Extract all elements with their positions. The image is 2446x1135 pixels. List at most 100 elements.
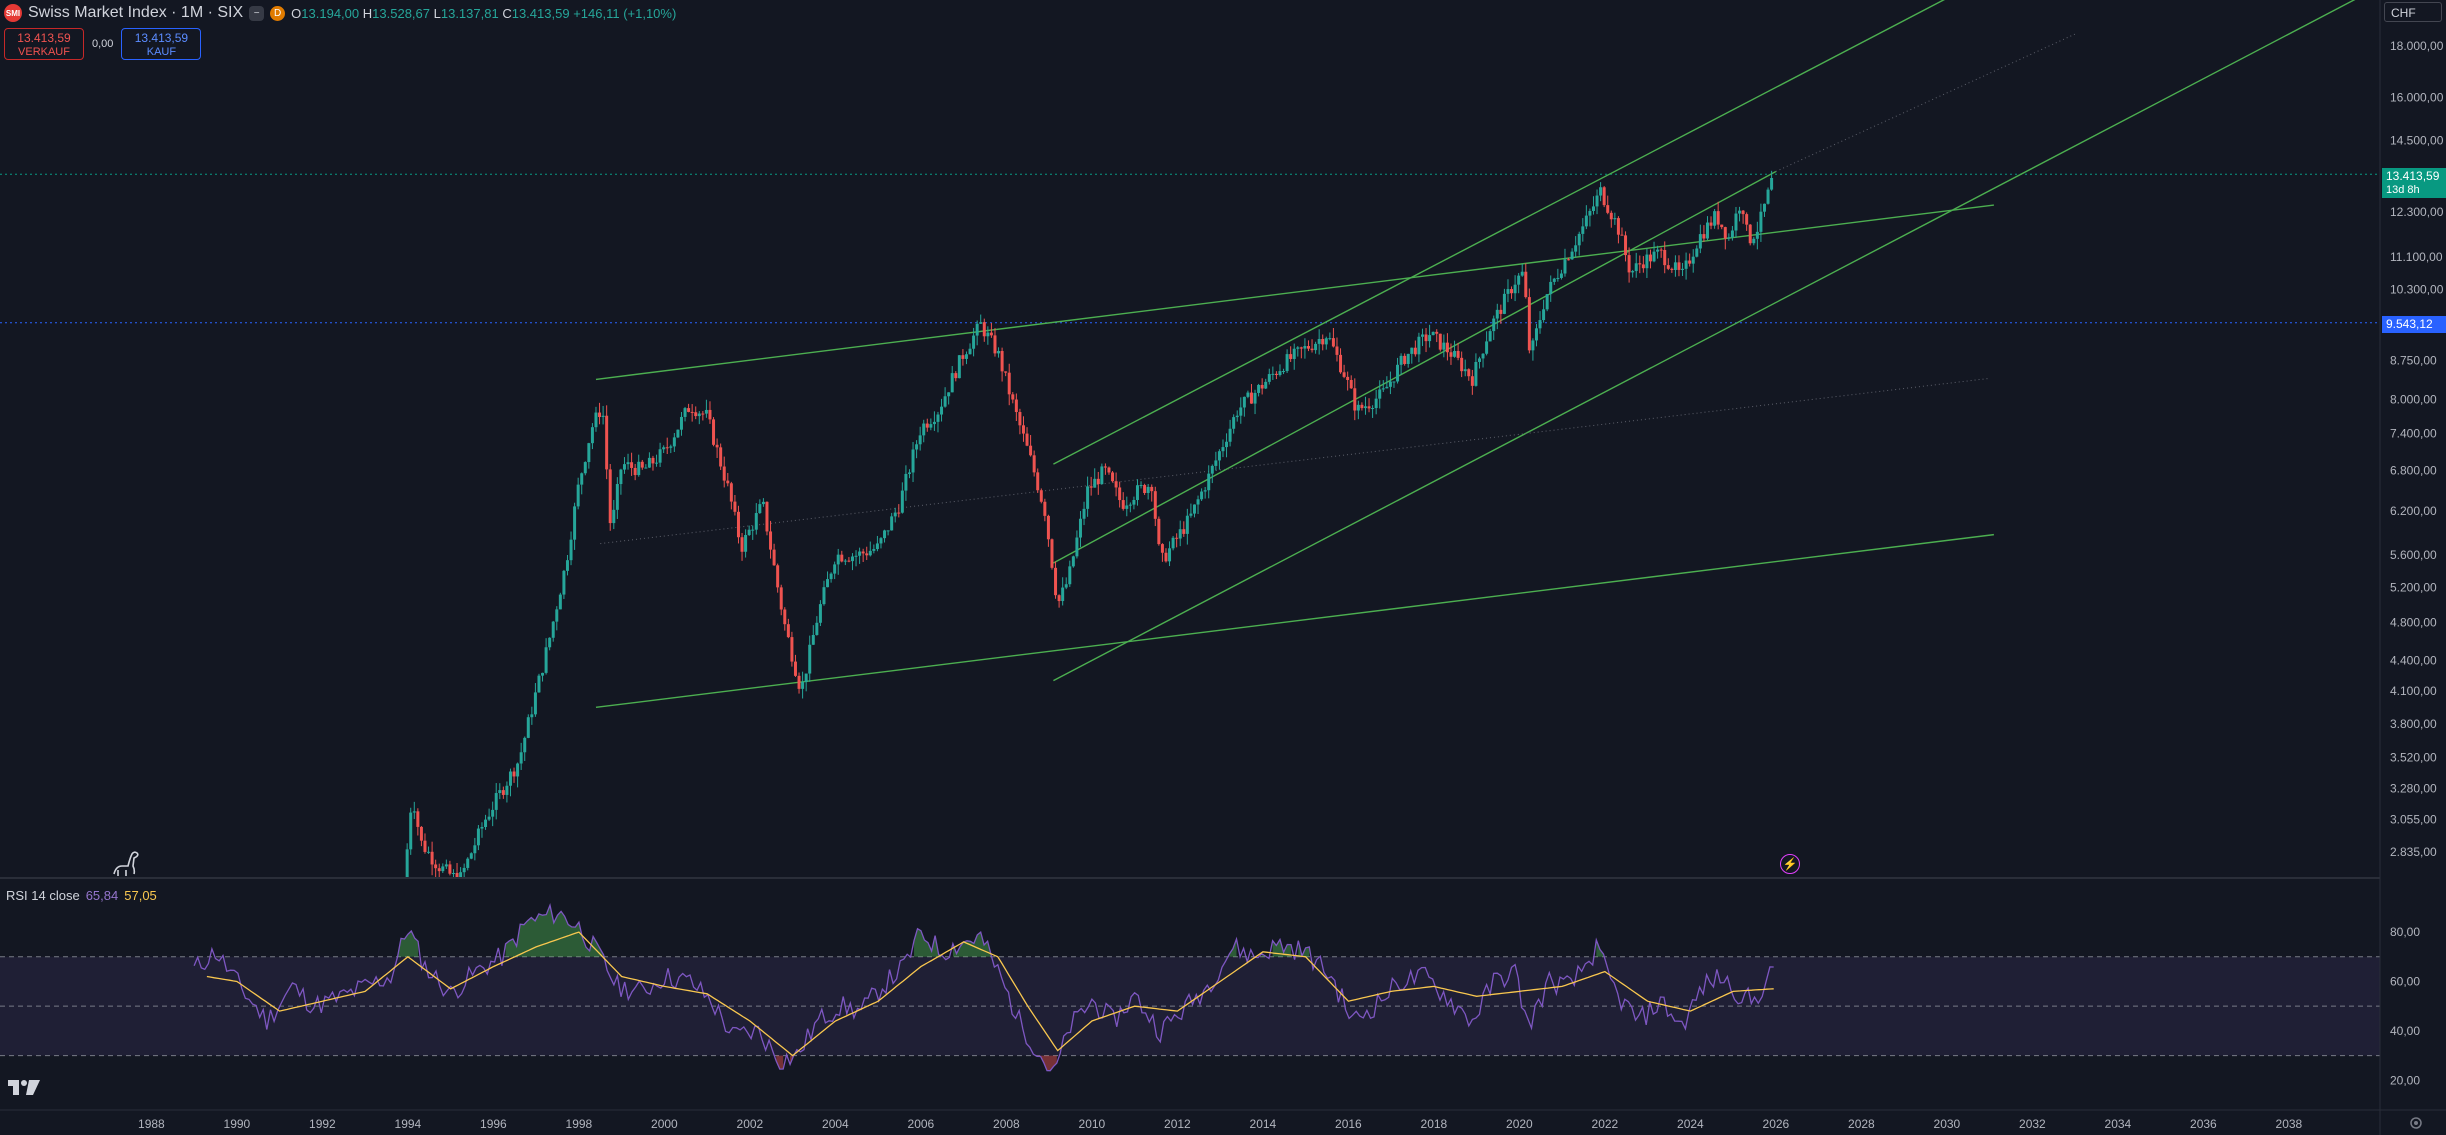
time-tick-label: 2036 bbox=[2190, 1117, 2217, 1131]
candle-body bbox=[1107, 467, 1111, 473]
lightning-icon[interactable]: ⚡ bbox=[1780, 854, 1800, 874]
rsi-oversold-fill bbox=[1037, 1055, 1057, 1071]
rsi-pane[interactable] bbox=[0, 902, 2380, 1072]
price-tick-label: 4.100,00 bbox=[2390, 684, 2437, 698]
candle-body bbox=[1659, 249, 1663, 251]
candle-body bbox=[1310, 348, 1314, 351]
candle-body bbox=[886, 530, 890, 532]
candle-body bbox=[1331, 338, 1335, 347]
candle-body bbox=[1406, 353, 1410, 364]
candle-body bbox=[565, 560, 569, 571]
candle-body bbox=[1235, 415, 1239, 418]
time-tick-label: 1998 bbox=[566, 1117, 593, 1131]
candle-body bbox=[1039, 490, 1043, 502]
candle-body bbox=[423, 840, 427, 852]
currency-selector[interactable]: CHF bbox=[2384, 2, 2442, 22]
candle-body bbox=[911, 449, 915, 473]
candle-body bbox=[1157, 518, 1161, 545]
candle-body bbox=[1299, 347, 1303, 349]
candle-body bbox=[626, 462, 630, 465]
price-tick-label: 4.800,00 bbox=[2390, 615, 2437, 629]
candle-body bbox=[712, 419, 716, 445]
candle-body bbox=[1534, 328, 1538, 341]
candle-body bbox=[1417, 336, 1421, 355]
candle-body bbox=[1164, 552, 1168, 562]
candle-body bbox=[1349, 380, 1353, 389]
candle-body bbox=[736, 511, 740, 538]
candle-body bbox=[1271, 373, 1275, 375]
candle-body bbox=[964, 354, 968, 359]
candle-body bbox=[655, 462, 659, 464]
candle-body bbox=[1011, 394, 1015, 400]
candle-body bbox=[1752, 238, 1756, 244]
candle-body bbox=[516, 763, 520, 777]
sell-button[interactable]: 13.413,59 VERKAUF bbox=[4, 28, 84, 60]
candle-body bbox=[576, 484, 580, 507]
tradingview-logo-icon[interactable] bbox=[8, 1078, 40, 1096]
main-price-pane[interactable] bbox=[0, 0, 2380, 891]
candle-body bbox=[1317, 338, 1321, 344]
candle-body bbox=[612, 509, 616, 524]
candle-body bbox=[658, 449, 662, 463]
candle-body bbox=[979, 322, 983, 324]
price-axis[interactable]: 18.000,00 16.000,00 14.500,00 12.300,00 11.1… bbox=[2390, 39, 2444, 1087]
delayed-data-icon[interactable]: D bbox=[270, 5, 286, 21]
candle-body bbox=[822, 587, 826, 605]
candle-body bbox=[1741, 210, 1745, 215]
time-axis[interactable]: 1988 1990 1992 1994 1996 1998 2000 2002 2004 2006… bbox=[138, 1117, 2303, 1131]
candle-body bbox=[690, 411, 694, 413]
candle-body bbox=[1050, 539, 1054, 568]
rsi-legend[interactable]: RSI 14 close 65,84 57,05 bbox=[6, 888, 157, 903]
high-value: 13.528,67 bbox=[372, 5, 430, 21]
candle-body bbox=[1032, 455, 1036, 473]
candle-body bbox=[1356, 404, 1360, 411]
candle-body bbox=[480, 826, 484, 829]
candle-body bbox=[508, 771, 512, 786]
rsi-overbought-fill bbox=[505, 905, 604, 957]
time-tick-label: 2022 bbox=[1592, 1117, 1619, 1131]
candle-body bbox=[818, 604, 822, 623]
time-tick-label: 2028 bbox=[1848, 1117, 1875, 1131]
candle-body bbox=[1285, 354, 1289, 372]
candle-body bbox=[836, 554, 840, 565]
candle-body bbox=[907, 472, 911, 474]
price-tick-label: 3.520,00 bbox=[2390, 751, 2437, 765]
candle-body bbox=[1520, 271, 1524, 276]
dino-icon[interactable] bbox=[110, 848, 142, 878]
candle-body bbox=[1150, 486, 1154, 492]
candle-body bbox=[1399, 355, 1403, 365]
candle-body bbox=[872, 549, 876, 551]
settings-icon[interactable] bbox=[2408, 1115, 2424, 1131]
candle-body bbox=[1225, 441, 1229, 448]
candle-body bbox=[1178, 529, 1182, 539]
minus-icon[interactable]: − bbox=[249, 5, 265, 21]
candle-body bbox=[1153, 491, 1157, 519]
candle-body bbox=[1645, 254, 1649, 269]
candle-body bbox=[430, 851, 434, 865]
time-tick-label: 2016 bbox=[1335, 1117, 1362, 1131]
candle-body bbox=[1670, 268, 1674, 270]
candle-body bbox=[754, 513, 758, 530]
candle-body bbox=[776, 565, 780, 588]
candle-body bbox=[1631, 271, 1635, 273]
candle-body bbox=[868, 550, 872, 556]
candle-body bbox=[1128, 504, 1132, 506]
candle-body bbox=[1146, 486, 1150, 493]
candle-body bbox=[1068, 566, 1072, 585]
candle-body bbox=[687, 408, 691, 412]
candle-body bbox=[1210, 465, 1214, 474]
candle-body bbox=[1121, 500, 1125, 509]
candle-body bbox=[1745, 214, 1749, 225]
rsi-overbought-fill bbox=[397, 930, 419, 957]
symbol-title[interactable]: Swiss Market Index · 1M · SIX bbox=[28, 4, 244, 21]
candle-body bbox=[704, 409, 708, 414]
candle-body bbox=[558, 594, 562, 610]
candle-body bbox=[875, 543, 879, 550]
candle-body bbox=[523, 737, 527, 753]
buy-button[interactable]: 13.413,59 KAUF bbox=[121, 28, 202, 60]
candle-body bbox=[1705, 222, 1709, 239]
price-tick-label: 5.600,00 bbox=[2390, 548, 2437, 562]
price-tick-label: 11.100,00 bbox=[2390, 250, 2443, 264]
rsi-overbought-fill bbox=[952, 932, 991, 957]
